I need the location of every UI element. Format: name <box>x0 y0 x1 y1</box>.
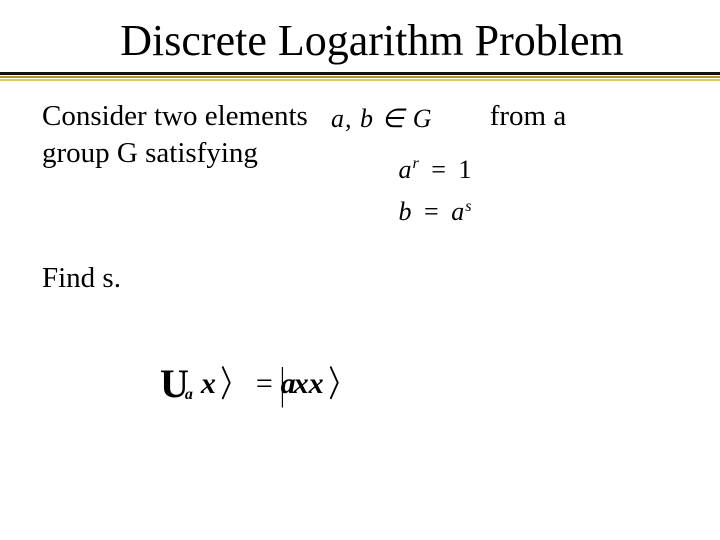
eq2-lhs: b <box>399 197 412 226</box>
title-rule <box>0 72 720 82</box>
unitary-equation: U a x 〉 = | ax x 〉 <box>160 362 359 406</box>
ket-bar-icon: | <box>280 362 285 406</box>
ket-x-left: x <box>199 369 218 399</box>
equation-1: ar = 1 <box>350 150 520 190</box>
rule-line-3 <box>0 79 720 81</box>
eq1-sup: r <box>412 155 419 172</box>
equation-block: ar = 1 b = as <box>350 148 520 235</box>
equation-2: b = as <box>350 192 520 232</box>
rule-line-1 <box>0 72 720 75</box>
inline-math: a, b ∈ G <box>331 102 432 135</box>
find-text: Find s. <box>42 262 121 295</box>
eq2-sup: s <box>464 198 471 215</box>
ket-x-right: x <box>307 369 326 399</box>
body-line-1: Consider two elements a, b ∈ G from a <box>42 98 678 135</box>
line1-lead: Consider two elements <box>42 100 308 132</box>
equals-icon: = <box>418 197 445 226</box>
rule-line-2 <box>0 76 720 78</box>
equals-icon: = <box>251 369 278 399</box>
eq1-base: a <box>399 155 412 184</box>
line1-tail: from a <box>490 100 567 132</box>
equals-icon: = <box>425 155 452 184</box>
unitary-sub: a <box>185 387 193 403</box>
slide-title: Discrete Logarithm Problem <box>70 18 674 70</box>
eq1-rhs: 1 <box>458 155 471 184</box>
rangle-icon: 〉 <box>328 366 353 402</box>
rangle-icon: 〉 <box>220 366 245 402</box>
eq2-base: a <box>451 197 464 226</box>
slide: Discrete Logarithm Problem Consider two … <box>0 0 720 540</box>
